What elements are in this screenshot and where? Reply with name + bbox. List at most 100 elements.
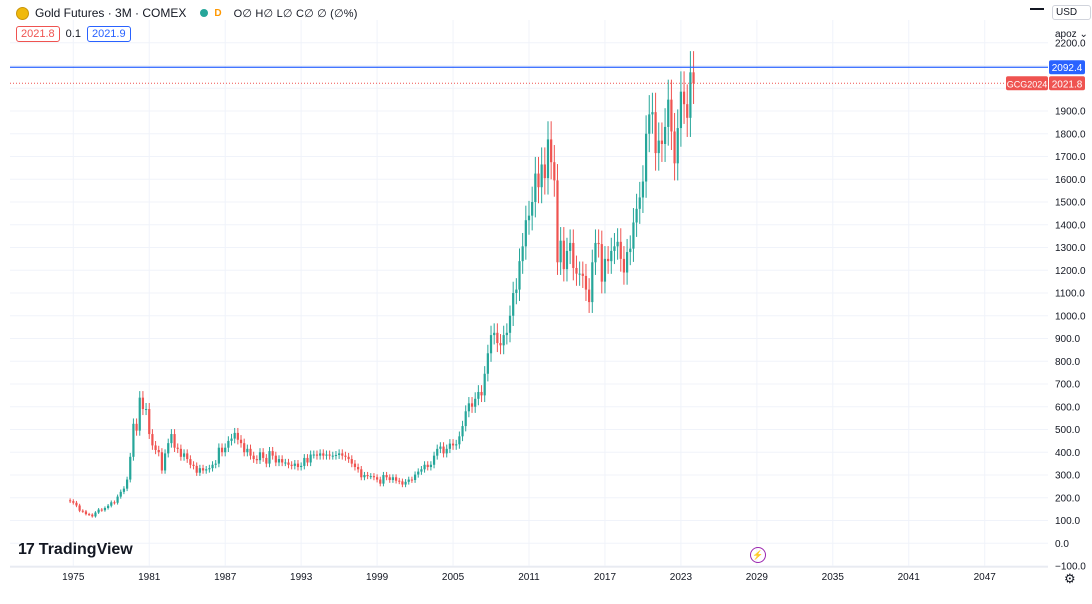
candle[interactable]	[391, 477, 395, 481]
candle[interactable]	[404, 481, 407, 485]
candle[interactable]	[667, 99, 670, 127]
candle[interactable]	[553, 162, 556, 181]
candle[interactable]	[208, 468, 211, 470]
candle[interactable]	[78, 505, 81, 511]
symbol-title[interactable]: Gold Futures · 3M · COMEX	[35, 6, 187, 20]
candle[interactable]	[274, 455, 277, 463]
candle[interactable]	[157, 449, 160, 453]
candle[interactable]	[432, 455, 436, 465]
candle[interactable]	[502, 335, 505, 346]
candle[interactable]	[243, 443, 246, 453]
candle[interactable]	[315, 454, 319, 456]
candle[interactable]	[493, 332, 496, 336]
candle[interactable]	[281, 459, 284, 463]
candle[interactable]	[505, 332, 508, 336]
candle[interactable]	[119, 491, 122, 497]
candle[interactable]	[518, 261, 521, 290]
candle[interactable]	[527, 215, 531, 221]
candle[interactable]	[625, 252, 629, 273]
candle[interactable]	[357, 467, 360, 470]
candle[interactable]	[474, 398, 477, 407]
candle[interactable]	[135, 423, 138, 431]
candle[interactable]	[420, 469, 423, 472]
candle[interactable]	[594, 242, 597, 263]
candle[interactable]	[410, 479, 414, 481]
buy-price-button[interactable]: 2021.9	[86, 26, 131, 42]
candle[interactable]	[531, 202, 534, 216]
candle[interactable]	[673, 131, 676, 164]
candle[interactable]	[287, 462, 290, 465]
candle[interactable]	[483, 373, 486, 396]
candle[interactable]	[464, 411, 467, 427]
candle[interactable]	[271, 451, 274, 456]
candle[interactable]	[534, 173, 537, 202]
candle[interactable]	[249, 448, 252, 456]
candle[interactable]	[296, 463, 300, 468]
candle[interactable]	[613, 246, 616, 251]
price-scale[interactable]	[1049, 0, 1092, 604]
candle[interactable]	[258, 452, 262, 461]
candle[interactable]	[350, 459, 353, 464]
candle[interactable]	[103, 507, 107, 511]
candle[interactable]	[160, 452, 164, 471]
candle[interactable]	[312, 454, 315, 456]
candle[interactable]	[644, 133, 648, 182]
candle[interactable]	[211, 464, 214, 469]
candle[interactable]	[578, 273, 581, 275]
candle[interactable]	[325, 454, 328, 456]
candle[interactable]	[569, 242, 572, 251]
candle[interactable]	[461, 426, 464, 437]
candle[interactable]	[451, 443, 455, 446]
candle[interactable]	[84, 511, 88, 515]
candle[interactable]	[186, 453, 189, 460]
candle[interactable]	[657, 140, 660, 154]
candle[interactable]	[344, 455, 347, 457]
candle[interactable]	[499, 343, 502, 346]
candle[interactable]	[217, 447, 220, 464]
candle[interactable]	[110, 502, 113, 506]
candle[interactable]	[610, 250, 613, 262]
candle[interactable]	[600, 244, 603, 282]
candle[interactable]	[379, 479, 382, 484]
candle[interactable]	[448, 443, 451, 449]
candle[interactable]	[413, 474, 417, 481]
candle[interactable]	[442, 446, 445, 454]
candle[interactable]	[524, 220, 527, 247]
candle[interactable]	[546, 139, 550, 179]
candle[interactable]	[686, 104, 689, 118]
candle[interactable]	[163, 453, 167, 471]
candle[interactable]	[75, 502, 78, 506]
candle[interactable]	[363, 475, 366, 478]
candle[interactable]	[439, 446, 442, 449]
candle[interactable]	[591, 262, 594, 303]
candle[interactable]	[382, 475, 385, 484]
candle[interactable]	[262, 452, 265, 458]
candle[interactable]	[676, 128, 679, 164]
candle[interactable]	[385, 475, 388, 478]
candle[interactable]	[154, 445, 157, 450]
candle[interactable]	[486, 353, 489, 374]
candle[interactable]	[550, 139, 553, 163]
candle[interactable]	[607, 258, 610, 262]
candle[interactable]	[230, 438, 233, 441]
candle[interactable]	[236, 432, 239, 440]
candle[interactable]	[132, 423, 135, 457]
candle[interactable]	[581, 273, 584, 276]
candle[interactable]	[417, 471, 420, 475]
candle[interactable]	[629, 248, 632, 253]
gear-icon[interactable]: ⚙	[1064, 571, 1076, 586]
candle[interactable]	[309, 454, 312, 463]
candle[interactable]	[398, 480, 401, 482]
candle[interactable]	[394, 477, 398, 481]
candle[interactable]	[176, 447, 179, 449]
candle[interactable]	[682, 91, 686, 105]
candle[interactable]	[575, 267, 578, 274]
candle[interactable]	[233, 432, 236, 439]
candle[interactable]	[508, 315, 512, 333]
candle[interactable]	[179, 448, 182, 457]
candle[interactable]	[648, 114, 651, 134]
candle[interactable]	[619, 241, 622, 259]
candle[interactable]	[366, 475, 369, 477]
candle[interactable]	[214, 463, 217, 465]
candle[interactable]	[94, 512, 97, 517]
